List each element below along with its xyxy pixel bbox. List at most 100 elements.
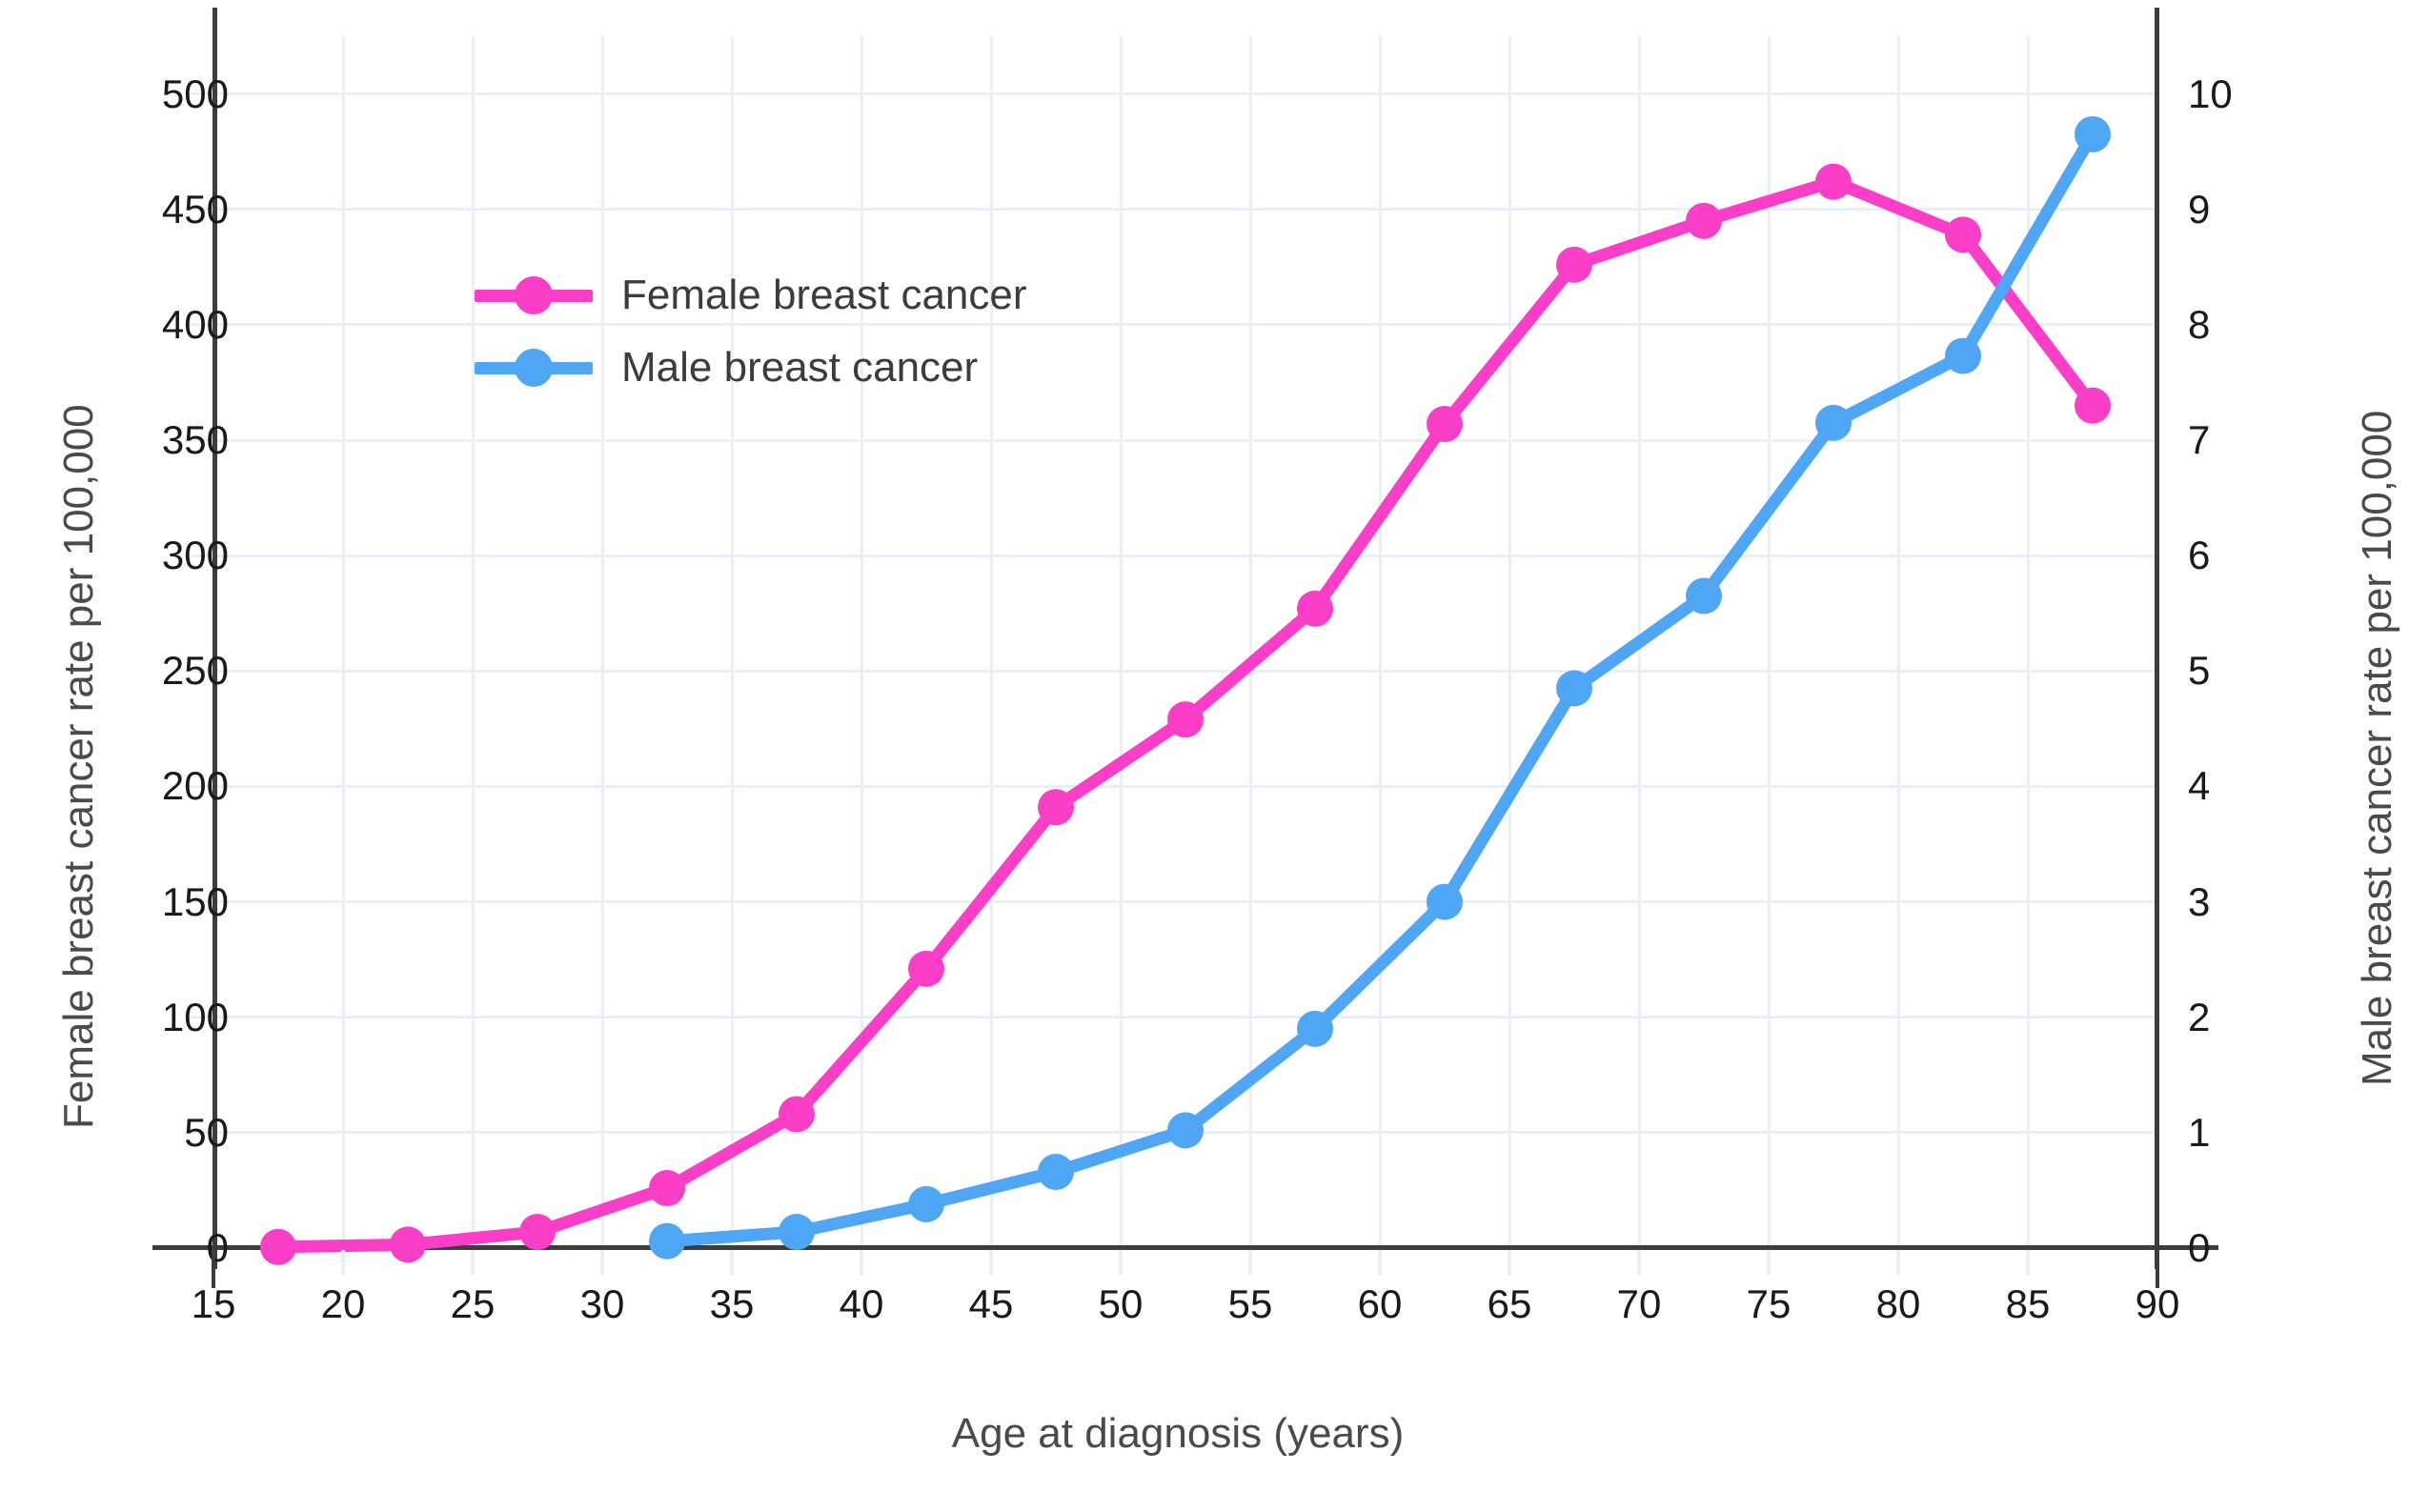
legend-swatch xyxy=(467,332,600,404)
data-point-marker xyxy=(779,1096,815,1133)
y-axis-right-tick-label: 6 xyxy=(2188,533,2211,578)
legend-item-label: Male breast cancer xyxy=(621,344,979,391)
x-axis-tick-label: 85 xyxy=(2005,1281,2051,1326)
gridline-horizontal xyxy=(185,784,2157,788)
data-point-marker xyxy=(1945,337,1981,374)
data-point-marker xyxy=(1427,406,1463,443)
gridline-horizontal xyxy=(185,669,2157,673)
x-axis-tick-mark xyxy=(989,1250,993,1275)
y-axis-right-tick-label: 4 xyxy=(2188,763,2211,809)
data-point-marker xyxy=(1815,404,1852,441)
x-axis-tick-mark xyxy=(212,1250,215,1288)
x-axis-tick-mark xyxy=(600,1250,604,1275)
data-point-marker xyxy=(1945,216,1981,253)
data-point-marker xyxy=(2075,387,2111,424)
data-point-marker xyxy=(779,1214,815,1251)
gridline-vertical xyxy=(1508,36,1511,1275)
x-axis-tick-mark xyxy=(471,1250,475,1275)
gridline-vertical xyxy=(860,36,863,1275)
x-axis-tick-mark xyxy=(1896,1250,1900,1275)
x-axis-tick-mark xyxy=(2026,1250,2030,1275)
gridline-horizontal xyxy=(185,900,2157,904)
y-axis-right-tick-label: 2 xyxy=(2188,994,2211,1039)
data-point-marker xyxy=(1167,701,1204,738)
data-point-marker xyxy=(1556,670,1592,707)
gridline-horizontal xyxy=(185,208,2157,212)
y-axis-right-tick-label: 9 xyxy=(2188,186,2211,232)
series-line xyxy=(660,128,2099,1248)
x-axis-tick-mark xyxy=(1119,1250,1123,1275)
x-axis-tick-mark xyxy=(341,1250,345,1275)
data-point-marker xyxy=(1686,202,1722,239)
y-axis-left-tick-label: 400 xyxy=(161,301,229,347)
data-point-marker xyxy=(519,1214,556,1251)
gridline-horizontal xyxy=(185,323,2157,327)
plot-background xyxy=(213,36,2157,1248)
y-axis-right-tick-label: 10 xyxy=(2188,71,2233,116)
series-layer xyxy=(260,115,2111,1265)
y-axis-left-tick-label: 250 xyxy=(161,648,229,694)
data-point-marker xyxy=(908,950,944,987)
gridline-vertical xyxy=(1896,36,1900,1275)
gridline-horizontal xyxy=(185,438,2157,442)
x-axis-tick-label: 75 xyxy=(1746,1281,1792,1326)
gridline-vertical xyxy=(730,36,734,1275)
data-point-marker xyxy=(260,1228,296,1265)
y-axis-right-tick-label: 7 xyxy=(2188,417,2211,462)
legend-item[interactable]: Female breast cancer xyxy=(467,259,1027,332)
x-axis-tick-mark xyxy=(1248,1250,1252,1275)
x-axis-tick-mark xyxy=(1378,1250,1382,1275)
data-point-marker xyxy=(1038,1154,1074,1191)
x-axis-tick-label: 35 xyxy=(709,1281,755,1326)
y-axis-right-tick-label: 1 xyxy=(2188,1109,2211,1155)
x-axis-tick-label: 65 xyxy=(1487,1281,1532,1326)
data-point-marker xyxy=(1297,1010,1333,1047)
data-point-marker xyxy=(390,1226,426,1263)
x-axis-tick-label: 60 xyxy=(1357,1281,1403,1326)
data-point-marker xyxy=(2075,115,2111,152)
data-point-marker xyxy=(908,1185,944,1222)
legend-item[interactable]: Male breast cancer xyxy=(467,332,1027,404)
gridline-vertical xyxy=(1378,36,1382,1275)
y-axis-left-tick-label: 150 xyxy=(161,878,229,924)
y-axis-left-spine xyxy=(213,8,217,1269)
y-axis-left-tick-label: 300 xyxy=(161,533,229,578)
gridline-vertical xyxy=(600,36,604,1275)
x-axis-tick-label: 70 xyxy=(1616,1281,1662,1326)
y-axis-right-tick-label: 5 xyxy=(2188,648,2211,694)
legend-marker-icon xyxy=(515,276,553,314)
data-point-marker xyxy=(1297,590,1333,627)
plot-area xyxy=(152,8,2218,1275)
x-axis-title: Age at diagnosis (years) xyxy=(0,1410,2409,1458)
x-axis-tick-label: 55 xyxy=(1227,1281,1273,1326)
x-axis-tick-label: 50 xyxy=(1098,1281,1144,1326)
legend-item-label: Female breast cancer xyxy=(621,272,1027,318)
gridline-horizontal xyxy=(185,92,2157,96)
x-axis-tick-label: 20 xyxy=(320,1281,366,1326)
x-axis-tick-mark xyxy=(2156,1250,2159,1288)
gridline-vertical xyxy=(2026,36,2030,1275)
y-axis-left-title: Female breast cancer rate per 100,000 xyxy=(55,404,102,1129)
x-axis-tick-label: 25 xyxy=(450,1281,496,1326)
series-female xyxy=(260,163,2111,1265)
x-axis-tick-label: 15 xyxy=(191,1281,236,1326)
y-axis-left-tick-label: 0 xyxy=(206,1225,229,1270)
x-axis-tick-mark xyxy=(730,1250,734,1275)
data-point-marker xyxy=(1427,883,1463,920)
data-point-marker xyxy=(649,1222,685,1260)
data-point-marker xyxy=(1038,789,1074,826)
x-axis-tick-label: 30 xyxy=(579,1281,625,1326)
x-axis-spine xyxy=(152,1245,2218,1250)
data-point-marker xyxy=(1556,246,1592,283)
data-point-marker xyxy=(1167,1112,1204,1149)
y-axis-left-tick-label: 200 xyxy=(161,763,229,809)
y-axis-right-title: Male breast cancer rate per 100,000 xyxy=(2354,410,2400,1086)
y-axis-left-tick-label: 50 xyxy=(184,1109,229,1155)
x-axis-tick-mark xyxy=(1637,1250,1641,1275)
series-male xyxy=(649,115,2111,1260)
y-axis-left-tick-label: 500 xyxy=(161,71,229,116)
data-point-marker xyxy=(1686,577,1722,615)
y-axis-left-tick-label: 450 xyxy=(161,186,229,232)
y-axis-right-tick-label: 0 xyxy=(2188,1225,2211,1270)
legend-swatch xyxy=(467,259,600,332)
